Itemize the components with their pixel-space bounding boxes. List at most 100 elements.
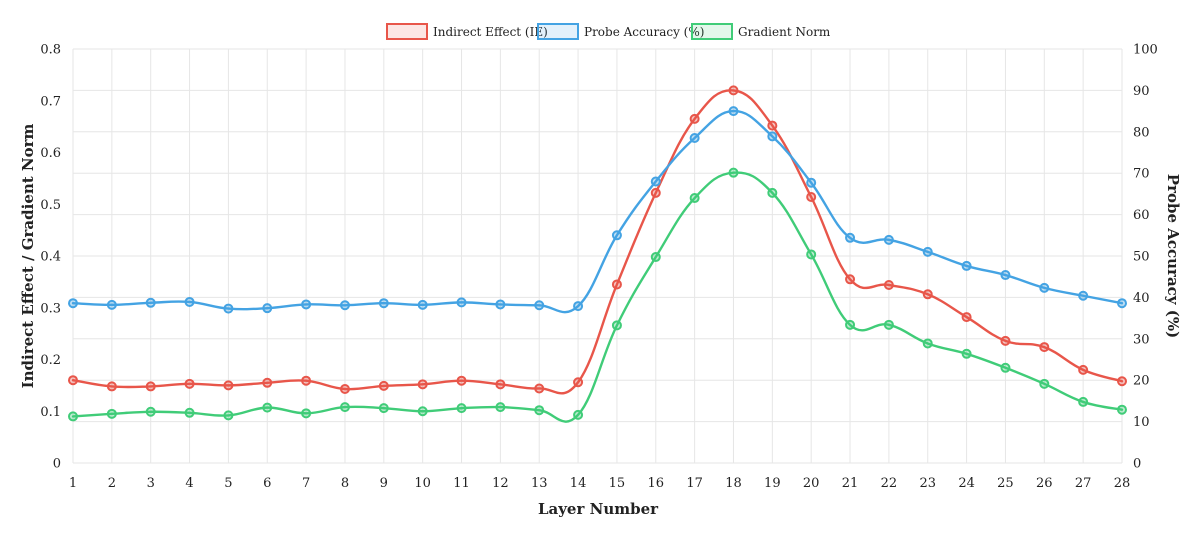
y-right-tick-label: 80 (1133, 125, 1150, 140)
data-point-gradient-norm (534, 405, 545, 416)
data-point-probe-accuracy (495, 299, 506, 310)
x-tick-label: 22 (881, 476, 898, 491)
x-axis-title: Layer Number (538, 500, 659, 518)
data-point-gradient-norm (378, 403, 389, 414)
data-point-gradient-norm (611, 320, 622, 331)
data-point-probe-accuracy (456, 297, 467, 308)
data-point-gradient-norm (495, 402, 506, 413)
x-tick-label: 28 (1114, 476, 1131, 491)
data-point-indirect-effect-ie (883, 279, 894, 290)
data-points (68, 85, 1127, 422)
data-point-indirect-effect-ie (68, 375, 78, 386)
x-tick-label: 18 (725, 476, 742, 491)
data-point-probe-accuracy (145, 297, 156, 308)
data-point-probe-accuracy (106, 299, 117, 310)
data-point-indirect-effect-ie (223, 380, 234, 391)
y-left-tick-label: 0.8 (40, 43, 61, 58)
data-point-indirect-effect-ie (922, 289, 933, 300)
data-point-probe-accuracy (223, 303, 234, 314)
data-point-gradient-norm (883, 319, 894, 330)
data-point-probe-accuracy (573, 301, 584, 312)
y-axis-right-title: Probe Accuracy (%) (1164, 174, 1182, 338)
legend-item-probe-accuracy: Probe Accuracy (%) (537, 23, 704, 40)
x-tick-label: 24 (958, 476, 975, 491)
data-point-indirect-effect-ie (845, 274, 856, 285)
y-right-tick-label: 60 (1133, 208, 1150, 223)
series-lines (71, 89, 1124, 423)
y-right-tick-label: 40 (1133, 291, 1150, 306)
legend-item-gradient-norm: Gradient Norm (691, 23, 831, 40)
data-point-gradient-norm (301, 408, 312, 419)
x-tick-label: 21 (842, 476, 859, 491)
y-right-tick-label: 30 (1133, 332, 1150, 347)
data-point-indirect-effect-ie (456, 375, 467, 386)
x-tick-label: 26 (1036, 476, 1053, 491)
legend-label: Probe Accuracy (%) (584, 25, 704, 39)
data-point-indirect-effect-ie (145, 381, 156, 392)
x-tick-label: 16 (648, 476, 665, 491)
data-point-gradient-norm (767, 187, 778, 198)
data-point-probe-accuracy (339, 300, 350, 311)
x-tick-label: 13 (531, 476, 548, 491)
x-tick-label: 12 (492, 476, 509, 491)
x-tick-label: 1 (69, 476, 77, 491)
y-right-tick-label: 70 (1133, 167, 1150, 182)
series-line-gradient-norm (71, 171, 1124, 423)
data-point-gradient-norm (456, 403, 467, 414)
x-tick-label: 23 (919, 476, 936, 491)
data-point-gradient-norm (1078, 396, 1089, 407)
data-point-indirect-effect-ie (611, 279, 622, 290)
data-point-probe-accuracy (262, 303, 273, 314)
legend: Indirect Effect (IE) Probe Accuracy (%) Gr… (386, 23, 831, 40)
data-point-gradient-norm (1000, 362, 1011, 373)
data-point-indirect-effect-ie (378, 380, 389, 391)
y-right-tick-label: 20 (1133, 374, 1150, 389)
data-point-indirect-effect-ie (339, 383, 350, 394)
data-point-indirect-effect-ie (1039, 342, 1050, 353)
data-point-probe-accuracy (1078, 290, 1089, 301)
data-point-probe-accuracy (1000, 270, 1011, 281)
data-point-gradient-norm (1039, 378, 1050, 389)
data-point-gradient-norm (339, 402, 350, 413)
x-tick-label: 19 (764, 476, 781, 491)
x-tick-label: 20 (803, 476, 820, 491)
data-point-probe-accuracy (922, 246, 933, 257)
data-point-probe-accuracy (689, 133, 700, 144)
data-point-gradient-norm (68, 411, 78, 422)
y-left-tick-label: 0 (53, 457, 61, 472)
data-point-probe-accuracy (534, 300, 545, 311)
data-point-probe-accuracy (1039, 282, 1050, 293)
y-right-tick-label: 10 (1133, 415, 1150, 430)
x-tick-label: 8 (341, 476, 349, 491)
y-left-tick-label: 0.6 (40, 146, 61, 161)
data-point-indirect-effect-ie (106, 381, 117, 392)
axes: 0 0.1 0.2 0.3 0.4 0.5 0.6 0.7 0.8 0 10 20 30 40 50 60 70… (40, 43, 1158, 492)
data-point-gradient-norm (806, 249, 817, 260)
data-point-probe-accuracy (650, 176, 661, 187)
y-left-tick-label: 0.1 (40, 405, 61, 420)
y-left-tick-label: 0.3 (40, 301, 61, 316)
data-point-probe-accuracy (611, 230, 622, 241)
x-tick-label: 9 (380, 476, 388, 491)
data-point-gradient-norm (845, 319, 856, 330)
data-point-gradient-norm (106, 408, 117, 419)
x-tick-label: 4 (185, 476, 193, 491)
x-tick-label: 5 (224, 476, 232, 491)
data-point-indirect-effect-ie (1117, 376, 1127, 387)
data-point-probe-accuracy (806, 177, 817, 188)
data-point-gradient-norm (650, 252, 661, 263)
data-point-indirect-effect-ie (573, 377, 584, 388)
x-tick-label: 6 (263, 476, 271, 491)
data-point-probe-accuracy (378, 298, 389, 309)
y-left-tick-label: 0.2 (40, 353, 61, 368)
y-left-tick-label: 0.5 (40, 198, 61, 213)
legend-label: Indirect Effect (IE) (433, 25, 548, 39)
y-right-tick-label: 100 (1133, 43, 1158, 58)
x-tick-label: 17 (686, 476, 703, 491)
data-point-probe-accuracy (68, 298, 78, 309)
legend-label: Gradient Norm (738, 25, 831, 39)
data-point-indirect-effect-ie (728, 85, 739, 96)
data-point-indirect-effect-ie (1000, 335, 1011, 346)
